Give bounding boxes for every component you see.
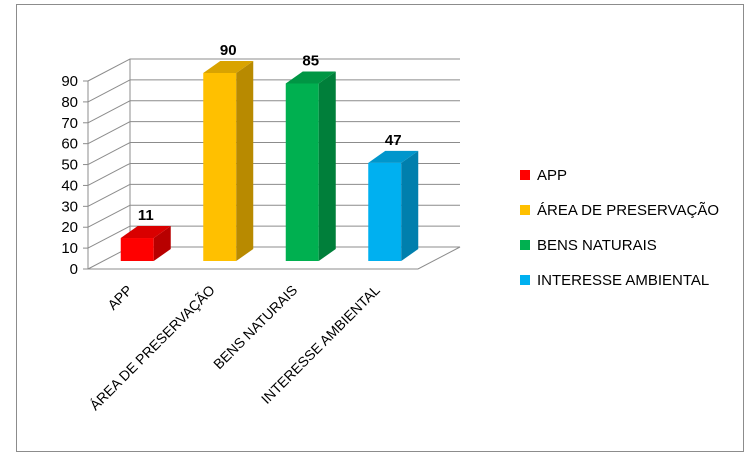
data-label: 90 xyxy=(220,42,237,59)
legend-swatch xyxy=(520,205,530,215)
y-tick-label: 30 xyxy=(61,198,78,215)
bar-top xyxy=(120,226,171,239)
bar xyxy=(203,61,254,261)
y-tick-label: 60 xyxy=(61,136,78,153)
category-label: APP xyxy=(104,282,135,313)
gridline xyxy=(87,58,460,82)
bar-side xyxy=(318,71,336,261)
data-label: 47 xyxy=(385,132,402,149)
legend-label: APP xyxy=(537,167,567,184)
gridline xyxy=(87,79,460,103)
bar xyxy=(120,226,171,261)
y-tick-label: 20 xyxy=(61,219,78,236)
bar-top xyxy=(203,61,254,73)
bar xyxy=(285,71,336,261)
legend-swatch xyxy=(520,240,530,250)
legend-label: BENS NATURAIS xyxy=(537,237,657,254)
legend-swatch xyxy=(520,170,530,180)
y-tick-label: 40 xyxy=(61,177,78,194)
legend-label: INTERESSE AMBIENTAL xyxy=(537,272,709,289)
bar-front xyxy=(285,83,319,261)
y-tick-label: 90 xyxy=(61,73,78,90)
legend-entry: INTERESSE AMBIENTAL xyxy=(520,272,709,289)
data-label: 85 xyxy=(302,52,319,69)
bar-side xyxy=(401,150,419,261)
data-labels: 11 90 85 47 xyxy=(138,42,402,224)
legend: APP ÁREA DE PRESERVAÇÃO BENS NATURAIS INTER… xyxy=(520,167,719,289)
legend-entry: BENS NATURAIS xyxy=(520,237,657,254)
y-tick-label: 50 xyxy=(61,157,78,174)
bar xyxy=(368,150,419,261)
legend-swatch xyxy=(520,275,530,285)
gridline xyxy=(87,121,460,145)
legend-entry: APP xyxy=(520,167,567,184)
y-tick-label: 80 xyxy=(61,94,78,111)
bar-front xyxy=(368,162,402,261)
bars xyxy=(120,61,419,261)
bar-top xyxy=(285,71,336,84)
bar-top xyxy=(368,150,419,163)
y-tick-label: 0 xyxy=(70,261,78,278)
legend-label: ÁREA DE PRESERVAÇÃO xyxy=(537,202,719,219)
category-label: BENS NATURAIS xyxy=(210,282,300,372)
y-axis-ticks: 0 10 20 30 40 50 60 70 80 90 xyxy=(61,73,88,278)
bar-front xyxy=(203,73,237,261)
gridline xyxy=(87,100,460,124)
bar-side xyxy=(236,61,254,261)
bar-front xyxy=(120,238,154,261)
bar-side xyxy=(153,226,171,261)
axes xyxy=(87,59,461,270)
y-tick-label: 70 xyxy=(61,115,78,132)
y-tick-label: 10 xyxy=(61,240,78,257)
data-label: 11 xyxy=(138,207,154,224)
legend-entry: ÁREA DE PRESERVAÇÃO xyxy=(520,202,719,219)
